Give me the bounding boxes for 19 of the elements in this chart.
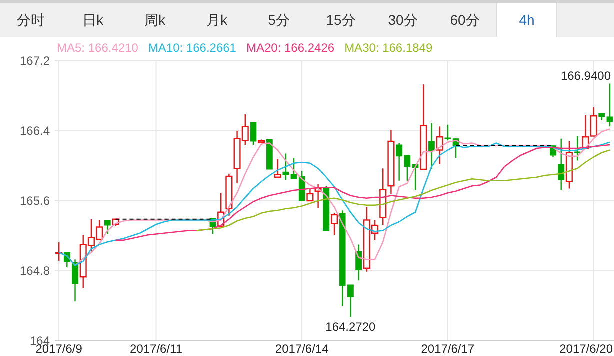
candlestick <box>428 122 435 170</box>
annotation: 164.2720 <box>326 320 376 334</box>
y-tick-label: 167.2 <box>20 54 50 68</box>
line-series <box>196 150 611 232</box>
y-tick-label: 166.4 <box>20 124 50 138</box>
candlestick <box>436 126 444 165</box>
x-tick-label: 2017/6/14 <box>275 342 330 356</box>
candlestick <box>356 244 362 282</box>
candlestick <box>388 130 395 195</box>
legend: MA5: 166.4210 MA10: 166.2661 MA20: 166.2426 MA30: 166.1849 <box>57 41 433 55</box>
candlestick <box>72 259 78 302</box>
x-tick-label: 2017/6/20 <box>560 342 614 356</box>
y-tick-label: 165.6 <box>20 194 50 208</box>
candlestick <box>558 138 565 192</box>
x-tick-label: 2017/6/17 <box>421 342 475 356</box>
annotation: 166.9400 <box>560 68 612 83</box>
y-tick-label: 164.8 <box>20 264 50 278</box>
tabs: 分时 日k 周k 月k 5分 15分 30分 60分 4h <box>0 0 614 38</box>
x-tick-label: 2017/6/11 <box>130 342 183 356</box>
